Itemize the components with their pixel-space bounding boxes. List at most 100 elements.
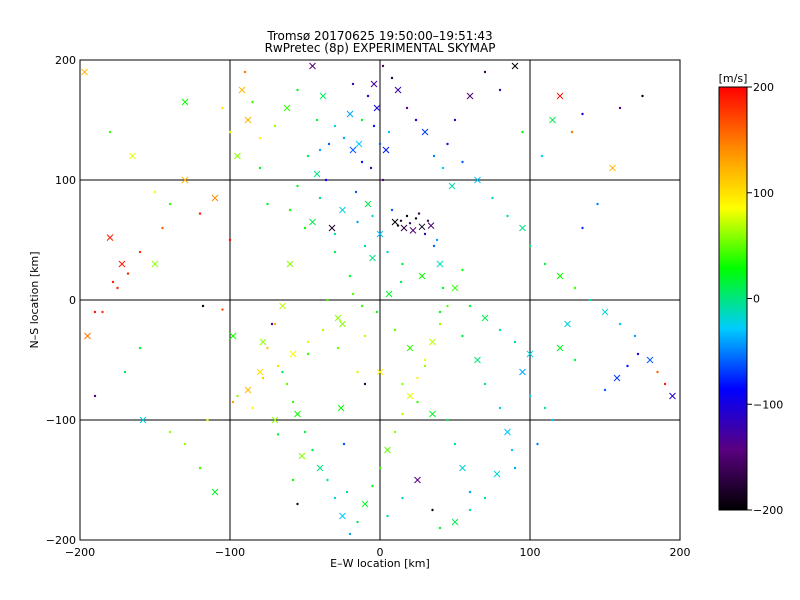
data-point-dot: [432, 244, 436, 248]
x-tick-label: 0: [377, 546, 384, 559]
data-point-dot: [348, 274, 352, 278]
data-point-dot: [543, 406, 547, 410]
data-point-dot: [401, 262, 404, 266]
data-point-x: [609, 164, 616, 172]
data-point-dot: [401, 382, 404, 386]
data-point-dot: [296, 502, 299, 506]
data-point-x: [382, 146, 390, 154]
data-point-dot: [390, 208, 394, 212]
y-tick-label: 100: [55, 174, 76, 187]
data-point-dot: [138, 346, 142, 350]
data-point-x: [511, 62, 519, 70]
data-point-dot: [276, 364, 280, 368]
data-point-dot: [126, 272, 130, 275]
colorbar-tick-label: −200: [753, 504, 783, 517]
data-point-dot: [371, 484, 374, 488]
data-point-dot: [416, 376, 419, 380]
x-tick-label: −200: [65, 546, 95, 559]
data-point-dot: [543, 262, 547, 266]
data-point-dot: [386, 514, 389, 518]
data-point-x: [234, 152, 241, 160]
data-point-dot: [285, 382, 289, 386]
data-point-dot: [498, 88, 502, 92]
data-point-dot: [483, 70, 487, 74]
data-point-dot: [296, 88, 299, 92]
data-point-dot: [201, 304, 205, 308]
data-point-dot: [438, 526, 442, 530]
data-point-x: [384, 446, 391, 454]
data-point-dot: [446, 304, 449, 308]
data-point-x: [421, 128, 429, 136]
data-point-dot: [528, 244, 532, 248]
data-point-x: [309, 62, 316, 70]
data-point-dot: [348, 532, 352, 536]
data-point-dot: [626, 364, 629, 368]
data-point-dot: [221, 106, 224, 110]
data-point-dot: [506, 214, 509, 218]
data-point-x: [256, 368, 264, 376]
data-point-x: [151, 260, 159, 268]
data-point-x: [376, 368, 384, 376]
data-point-dot: [363, 382, 367, 386]
data-point-dot: [390, 76, 394, 80]
data-point-dot: [441, 286, 445, 290]
data-point-dot: [198, 466, 202, 470]
data-point-dot: [273, 124, 277, 128]
data-point-dot: [324, 178, 328, 182]
data-point-x: [519, 224, 526, 232]
data-point-dot: [101, 310, 104, 314]
data-point-dot: [291, 478, 295, 482]
data-point-dot: [618, 322, 622, 326]
data-point-x: [313, 170, 321, 178]
data-point-dot: [498, 328, 502, 332]
data-points: [81, 62, 676, 536]
data-point-dot: [381, 178, 385, 182]
data-point-x: [409, 227, 417, 234]
data-point-x: [118, 260, 126, 268]
data-point-dot: [251, 100, 254, 104]
data-point-dot: [221, 308, 224, 311]
data-point-dot: [138, 250, 142, 254]
data-point-x: [451, 518, 459, 526]
data-point-dot: [270, 322, 274, 326]
data-point-dot: [381, 64, 385, 68]
data-point-dot: [588, 298, 592, 302]
data-point-x: [385, 290, 393, 298]
data-point-dot: [251, 406, 254, 410]
x-tick-label: 100: [520, 546, 541, 559]
data-point-x: [414, 476, 421, 484]
data-point-x: [429, 338, 436, 346]
data-point-x: [316, 464, 324, 472]
data-point-dot: [351, 292, 355, 296]
data-point-dot: [408, 222, 412, 225]
x-tick-label: −100: [215, 546, 245, 559]
data-point-dot: [536, 442, 539, 446]
data-point-x: [370, 80, 378, 88]
data-point-x: [84, 332, 91, 340]
data-point-dot: [321, 328, 325, 332]
grid-lines: [80, 60, 680, 540]
data-point-x: [526, 350, 534, 358]
data-point-x: [286, 260, 294, 268]
data-point-x: [298, 452, 306, 460]
data-point-x: [355, 140, 363, 148]
data-point-dot: [356, 370, 359, 374]
data-point-x: [391, 218, 399, 226]
data-point-dot: [401, 496, 404, 500]
data-point-dot: [633, 334, 637, 338]
data-point-x: [418, 272, 426, 280]
data-point-x: [369, 254, 376, 262]
data-point-dot: [303, 430, 307, 434]
data-point-dot: [570, 130, 574, 134]
data-point-dot: [306, 352, 310, 356]
data-point-dot: [399, 219, 403, 222]
data-point-x: [564, 320, 571, 328]
data-point-x: [361, 500, 369, 508]
data-point-x: [406, 344, 414, 352]
data-point-dot: [386, 250, 389, 254]
data-point-x: [504, 428, 511, 436]
data-point-dot: [423, 232, 427, 236]
data-point-dot: [414, 118, 418, 122]
data-point-dot: [378, 466, 382, 470]
data-point-x: [376, 230, 384, 238]
